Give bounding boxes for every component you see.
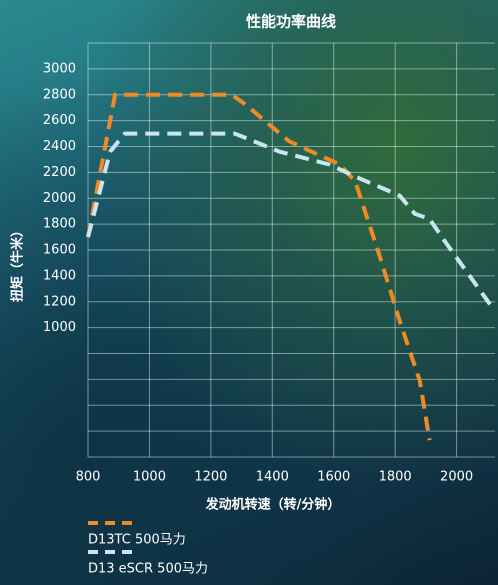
y-tick-label: 2800 <box>43 87 76 102</box>
y-tick-label: 2400 <box>43 139 76 154</box>
legend-label: D13TC 500马力 <box>88 533 186 548</box>
y-tick-label: 1200 <box>43 294 76 309</box>
y-tick-label: 2000 <box>43 191 76 206</box>
y-axis-label: 扭矩（牛米） <box>10 224 26 302</box>
chart-title: 性能功率曲线 <box>246 13 336 31</box>
x-tick-label: 2000 <box>440 470 473 485</box>
y-tick-label: 2200 <box>43 165 76 180</box>
x-tick-label: 1800 <box>379 470 412 485</box>
x-tick-label: 800 <box>76 470 101 485</box>
series-line <box>86 92 432 441</box>
x-tick-label: 1400 <box>256 470 289 485</box>
y-tick-label: 2600 <box>43 113 76 128</box>
y-tick-label: 3000 <box>43 61 76 76</box>
series-line <box>86 131 497 312</box>
x-tick-label: 1000 <box>133 470 166 485</box>
legend-label: D13 eSCR 500马力 <box>88 562 208 577</box>
x-tick-label: 1600 <box>317 470 350 485</box>
y-tick-label: 1600 <box>43 243 76 258</box>
y-tick-label: 1000 <box>43 320 76 335</box>
y-tick-label: 1800 <box>43 217 76 232</box>
x-tick-label: 1200 <box>194 470 227 485</box>
x-axis-label: 发动机转速（转/分钟） <box>205 497 341 513</box>
y-tick-label: 1400 <box>43 268 76 283</box>
